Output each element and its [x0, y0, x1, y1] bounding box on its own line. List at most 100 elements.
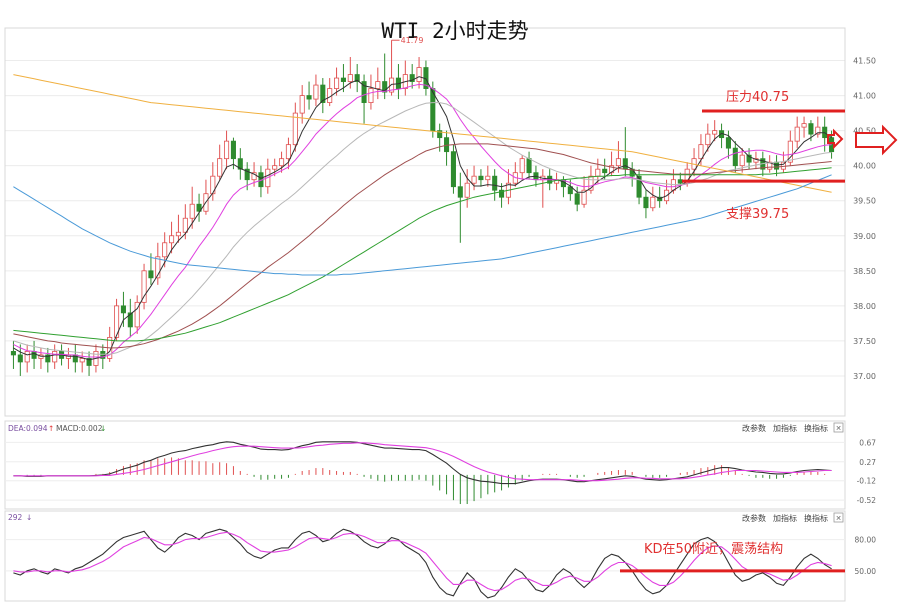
candle: [279, 151, 285, 173]
candle-body-up: [189, 203, 195, 219]
kd-edit-params-button[interactable]: 改参数: [742, 513, 766, 523]
candle-body-up: [313, 84, 319, 100]
macd-switch-indicator-button[interactable]: 换指标: [804, 423, 828, 433]
kd-add-indicator-button[interactable]: 加指标: [773, 513, 797, 523]
candle-body-up: [175, 231, 181, 237]
candle: [732, 141, 738, 173]
candle-body-down: [450, 151, 456, 188]
kd-tick-label: 50.00: [855, 567, 877, 576]
candle-body-up: [114, 305, 120, 338]
candle-body-down: [237, 158, 243, 170]
candle: [141, 263, 147, 310]
macd-close-button[interactable]: [833, 422, 844, 433]
kd-toolbar: 改参数 加指标 换指标 ✕: [742, 512, 844, 523]
candle-body-up: [464, 182, 470, 198]
candle-body-up: [581, 189, 587, 205]
kd-close-icon[interactable]: ✕: [836, 515, 842, 523]
candle-body-down: [636, 175, 642, 198]
candle-body-up: [224, 140, 230, 160]
chart-title: WTI 2小时走势: [381, 19, 528, 43]
candle-body-up: [595, 168, 601, 177]
candle-body-up: [712, 130, 718, 135]
candle-body-down: [478, 175, 484, 181]
candle-body-down: [86, 358, 92, 366]
price-tick-label: 37.50: [853, 337, 876, 346]
candle: [299, 85, 305, 124]
candle-body-down: [643, 196, 649, 209]
candle-body-up: [182, 217, 188, 233]
candle-body-down: [574, 193, 580, 205]
candle-body-up: [650, 196, 656, 209]
candle-body-up: [347, 74, 353, 82]
high-price-marker: 41.79: [391, 36, 424, 45]
candle: [86, 351, 92, 376]
candle-body-up: [519, 158, 525, 174]
candle-body-down: [499, 189, 505, 198]
candle-body-down: [457, 186, 463, 198]
candle: [499, 183, 505, 208]
ma-line-orange: [13, 74, 832, 193]
macd-label: MACD:0.002: [56, 424, 103, 433]
candle-body-up: [285, 144, 291, 160]
candle-body-down: [361, 81, 367, 103]
macd-panel: 0.67 0.27 -0.12 -0.52 DEA:0.094 ↑ MACD:0.00…: [4, 420, 877, 510]
candle: [705, 123, 711, 152]
candle: [753, 151, 759, 170]
candle: [354, 64, 360, 93]
candle-body-up: [780, 161, 786, 170]
ma-line-brown: [13, 143, 832, 349]
macd-close-icon[interactable]: ✕: [836, 425, 842, 433]
candle-body-down: [45, 354, 51, 363]
kd-close-button[interactable]: [833, 512, 844, 523]
candle-body-up: [767, 161, 773, 170]
candle-body-down: [31, 351, 37, 359]
kd-panel-border: [4, 510, 846, 602]
candle: [45, 347, 51, 373]
macd-edit-params-button[interactable]: 改参数: [742, 423, 766, 433]
candle-body-up: [753, 158, 759, 163]
candle: [148, 253, 154, 285]
macd-add-indicator-button[interactable]: 加指标: [773, 423, 797, 433]
candle-body-up: [615, 158, 621, 167]
price-tick-label: 39.00: [853, 232, 876, 241]
candle-body-up: [155, 256, 161, 279]
candle: [134, 295, 140, 334]
resistance-level: 压力40.75: [702, 90, 845, 113]
candle-body-down: [409, 74, 415, 82]
price-tick-label: 40.50: [853, 127, 876, 136]
candle-body-up: [134, 301, 140, 328]
ma-line-black: [13, 76, 832, 361]
macd-tick-label: 0.27: [859, 458, 876, 467]
candle: [519, 155, 525, 180]
candle-body-up: [739, 154, 745, 167]
candle-body-up: [251, 172, 257, 181]
candle: [285, 137, 291, 170]
candle-body-up: [684, 168, 690, 184]
candle: [320, 78, 326, 114]
candle: [292, 102, 298, 152]
macd-tick-label: -0.52: [857, 496, 877, 505]
candle-body-up: [272, 165, 278, 170]
kd-switch-indicator-button[interactable]: 换指标: [804, 513, 828, 523]
candle-body-up: [292, 112, 298, 146]
candle-body-up: [787, 140, 793, 163]
macd-dea-line: [13, 442, 832, 482]
kd-panel: 80.00 50.00 292 ↓ 改参数 加指标 换指标 ✕ KD在50附近，震…: [4, 510, 877, 602]
candle-body-down: [732, 147, 738, 167]
high-marker-label: 41.79: [401, 36, 424, 45]
candle: [169, 221, 175, 254]
large-right-arrow-icon: [855, 124, 898, 156]
candle: [375, 67, 381, 100]
candle-body-down: [354, 74, 360, 82]
candle: [175, 214, 181, 243]
price-tick-label: 40.00: [853, 162, 876, 171]
resistance-label: 压力40.75: [726, 90, 789, 105]
price-tick-label: 38.50: [853, 267, 876, 276]
price-tick-label: 41.50: [853, 57, 876, 66]
candle: [334, 67, 340, 96]
candle-body-up: [334, 77, 340, 89]
candle: [306, 81, 312, 110]
macd-histogram: [26, 457, 826, 505]
macd-down-arrow-icon: ↓: [100, 424, 106, 433]
